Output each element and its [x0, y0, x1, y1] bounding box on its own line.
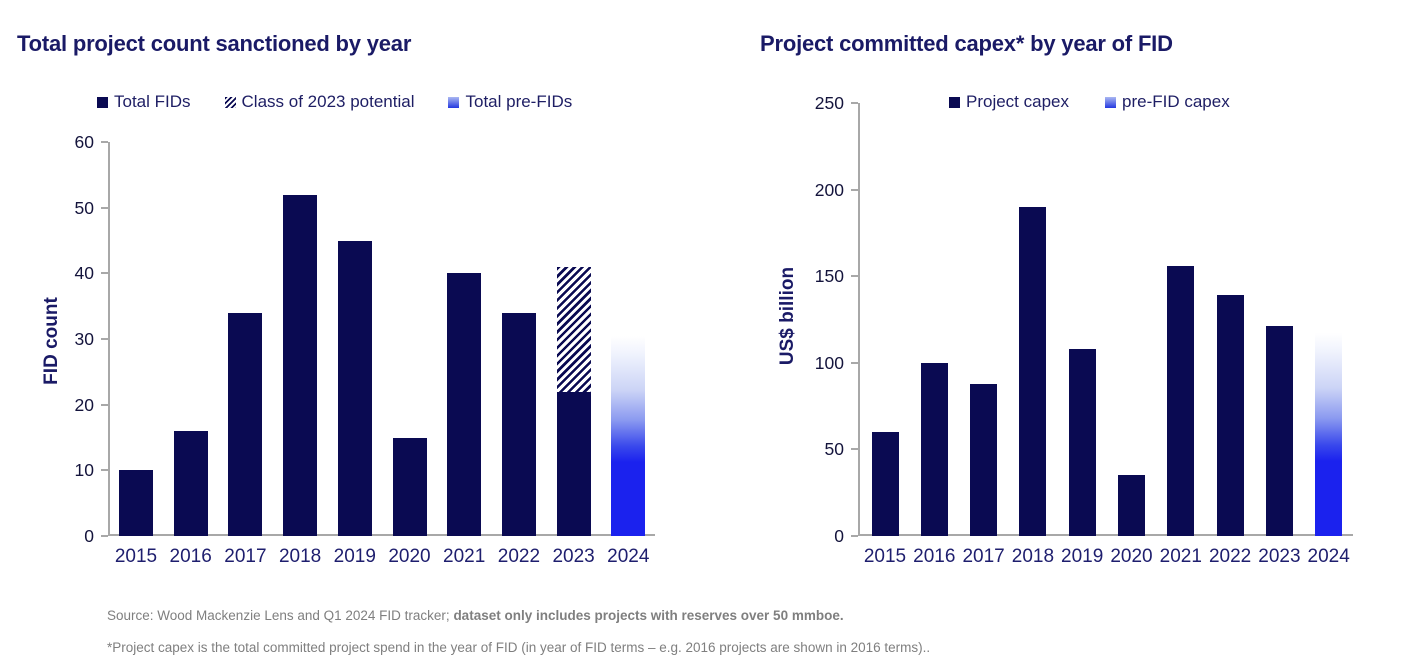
x-tick-label: 2022	[1208, 546, 1252, 567]
x-tick-label: 2018	[1011, 546, 1055, 567]
left-chart-plot-area	[108, 142, 655, 536]
bar-2015-solid-navy	[871, 432, 899, 536]
y-tick-label: 0	[84, 526, 94, 546]
x-tick-label: 2015	[114, 546, 158, 567]
x-tick-label: 2016	[169, 546, 212, 567]
x-tick-label: 2021	[1159, 546, 1202, 567]
bar-2022-solid-navy	[1216, 295, 1244, 536]
left-chart-title: Total project count sanctioned by year	[17, 31, 412, 56]
y-tick-label: 200	[814, 179, 844, 200]
legend-label: Total FIDs	[114, 92, 191, 111]
x-tick-label: 2024	[607, 546, 650, 567]
bar-2024-blue-gradient	[1315, 333, 1343, 536]
capex-footnote: *Project capex is the total committed pr…	[107, 640, 931, 655]
y-tick-mark	[851, 275, 858, 278]
y-tick-label: 40	[74, 263, 94, 284]
y-tick-mark	[101, 403, 108, 406]
left-chart-legend: Total FIDs Class of 2023 potential Total p…	[97, 92, 572, 112]
y-tick-mark	[101, 141, 108, 143]
bar-2018-solid-navy	[1019, 206, 1047, 536]
right-chart-legend: Project capex pre-FID capex	[949, 92, 1230, 112]
y-tick-label: 100	[814, 352, 844, 373]
legend-swatch-icon	[97, 96, 108, 108]
legend-label: pre-FID capex	[1122, 92, 1230, 111]
legend-label: Class of 2023 potential	[241, 92, 415, 111]
x-tick-label: 2016	[913, 546, 956, 567]
bar-2021-solid-navy	[447, 273, 482, 536]
y-tick-label: 50	[74, 197, 94, 218]
legend-item: Total pre-FIDs	[448, 92, 572, 112]
y-tick-mark	[101, 338, 108, 340]
x-tick-label: 2015	[863, 546, 907, 567]
y-tick-mark	[851, 448, 858, 451]
y-tick-label: 50	[824, 439, 844, 460]
bar-2015-solid-navy	[119, 470, 153, 536]
right-chart-plot-area	[858, 103, 1353, 536]
x-tick-label: 2019	[333, 546, 376, 567]
bar-2023-solid-navy	[1265, 326, 1293, 536]
x-tick-label: 2023	[552, 546, 595, 567]
x-tick-label: 2020	[388, 546, 431, 567]
x-tick-label: 2024	[1307, 546, 1350, 567]
bar-2023-solid-navy	[556, 391, 591, 536]
x-tick-label: 2017	[962, 546, 1005, 567]
y-tick-label: 60	[74, 132, 94, 152]
y-tick-label: 0	[834, 526, 844, 546]
source-note: Source: Wood Mackenzie Lens and Q1 2024 …	[107, 608, 844, 623]
right-chart-title: Project committed capex* by year of FID	[760, 31, 1173, 56]
y-tick-mark	[851, 535, 858, 537]
source-note-normal: Source: Wood Mackenzie Lens and Q1 2024 …	[107, 608, 454, 623]
legend-swatch-icon	[448, 96, 460, 108]
legend-swatch-icon	[1105, 96, 1116, 108]
y-tick-mark	[101, 535, 108, 537]
bar-2023-hatched	[556, 266, 591, 392]
bar-2018-solid-navy	[283, 194, 318, 536]
bar-2021-solid-navy	[1167, 265, 1195, 536]
bar-2024-blue-gradient	[611, 335, 646, 536]
x-tick-label: 2017	[224, 546, 267, 567]
legend-swatch-icon	[949, 96, 960, 108]
legend-item: Project capex	[949, 92, 1069, 112]
y-tick-label: 10	[74, 460, 94, 481]
y-tick-mark	[851, 188, 858, 191]
right-y-axis-title: US$ billion	[777, 266, 798, 366]
y-tick-mark	[851, 102, 858, 104]
bar-2020-solid-navy	[392, 437, 427, 536]
legend-swatch-icon	[224, 96, 236, 108]
x-tick-label: 2018	[278, 546, 322, 567]
y-tick-label: 250	[814, 93, 844, 113]
y-tick-label: 150	[814, 266, 844, 287]
y-tick-label: 20	[74, 394, 94, 415]
bar-2019-solid-navy	[1068, 348, 1096, 536]
y-tick-mark	[101, 272, 108, 275]
y-tick-label: 30	[74, 329, 94, 349]
y-tick-mark	[851, 361, 858, 364]
bar-2019-solid-navy	[337, 240, 372, 536]
legend-label: Project capex	[966, 92, 1069, 111]
legend-item: Total FIDs	[97, 92, 191, 112]
bar-2022-solid-navy	[501, 312, 536, 536]
x-tick-label: 2019	[1061, 546, 1104, 567]
bar-2016-solid-navy	[173, 430, 208, 536]
y-tick-mark	[101, 469, 108, 472]
bar-2020-solid-navy	[1118, 475, 1145, 536]
source-note-bold: dataset only includes projects with rese…	[453, 608, 844, 623]
y-tick-mark	[101, 206, 108, 209]
x-tick-label: 2020	[1110, 546, 1153, 567]
legend-label: Total pre-FIDs	[465, 92, 573, 111]
x-tick-label: 2021	[443, 546, 486, 567]
bar-2017-solid-navy	[970, 383, 998, 536]
bar-2017-solid-navy	[228, 312, 263, 536]
bar-2016-solid-navy	[920, 362, 948, 536]
legend-item: Class of 2023 potential	[224, 92, 415, 112]
x-tick-label: 2023	[1258, 546, 1301, 567]
x-tick-label: 2022	[497, 546, 541, 567]
legend-item: pre-FID capex	[1105, 92, 1230, 112]
